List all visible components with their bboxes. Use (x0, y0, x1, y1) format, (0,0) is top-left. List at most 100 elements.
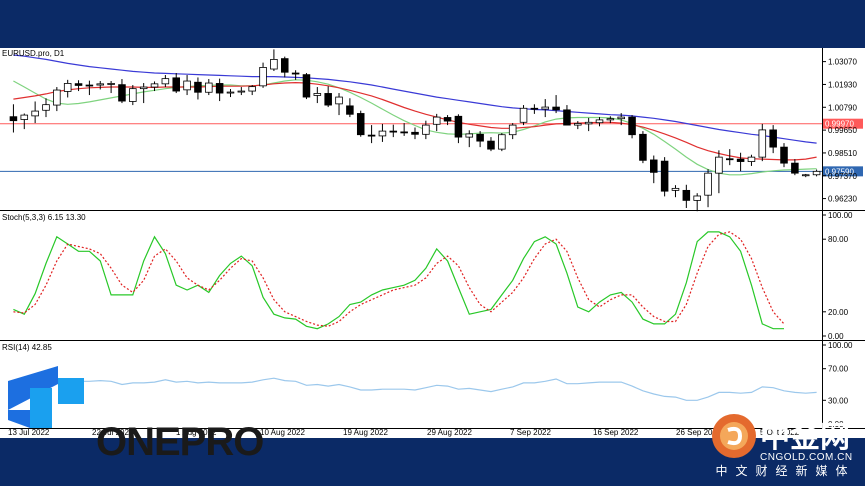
candle-body (9, 116, 18, 122)
candle (183, 75, 191, 96)
candle (53, 87, 61, 112)
candle (422, 120, 430, 140)
candle (606, 116, 615, 124)
candle-body (400, 131, 408, 134)
candle (769, 125, 777, 154)
candle-body (280, 58, 289, 73)
date-tick-label: 29 Aug 2022 (427, 428, 472, 437)
price-tick-label: 1.01930 (828, 80, 857, 89)
candle (519, 105, 528, 126)
stoch-k-line (13, 231, 784, 330)
candle-body (584, 121, 593, 125)
price-level-tag (823, 166, 863, 177)
candle-body (215, 83, 224, 94)
candle-body (367, 134, 376, 137)
candle-body (172, 77, 180, 92)
candle-body (617, 116, 625, 120)
candle-body (129, 88, 137, 102)
candle (801, 173, 810, 178)
candle (96, 81, 105, 90)
onepro-logo-text: ONEPRO (96, 420, 264, 464)
candle (215, 78, 224, 102)
candle-body (443, 117, 452, 122)
price-tick-label: 1.00790 (828, 103, 857, 112)
candle (508, 123, 517, 140)
stoch-tick-label: 20.00 (828, 308, 849, 317)
candle (107, 81, 115, 94)
candle-body (682, 189, 691, 201)
symbol-label: EURUSD.pro, D1 (2, 49, 65, 58)
candle-body (650, 159, 658, 173)
candle (432, 113, 441, 132)
cngold-coin-icon (712, 414, 756, 458)
ma-slow-line (13, 54, 817, 144)
candle-body (758, 129, 767, 158)
stoch-label: Stoch(5,3,3) 6.15 13.30 (2, 213, 86, 222)
ma-fast-line (13, 79, 817, 176)
candle-body (769, 129, 777, 148)
candle (270, 49, 278, 72)
stoch-tick-label: 100.00 (828, 211, 853, 220)
candle (31, 101, 39, 124)
candle (682, 184, 691, 208)
candle-body (791, 162, 799, 174)
candle (226, 89, 235, 98)
candle (313, 87, 322, 104)
candle (541, 99, 550, 118)
candle (291, 70, 300, 80)
cngold-tagline: 中文财经新媒体 (715, 464, 856, 478)
candle-body (780, 146, 788, 164)
cngold-name: 中金网 (760, 420, 850, 455)
candle (639, 131, 647, 164)
candle-body (237, 90, 246, 93)
candle (693, 193, 701, 212)
onepro-logo-icon-square (58, 378, 84, 404)
candle (302, 73, 311, 100)
candle-body (226, 91, 235, 94)
candle (617, 113, 625, 126)
candle (172, 73, 180, 94)
rsi-tick-label: 100.00 (828, 341, 853, 350)
price-tick-label: 0.96230 (828, 195, 857, 204)
candle-body (85, 84, 94, 87)
rsi-tick-label: 0.00 (828, 420, 844, 429)
candle-body (42, 104, 50, 111)
date-tick-label: 19 Aug 2022 (343, 428, 388, 437)
candle-body (302, 74, 311, 98)
price-tick-label: 1.03070 (828, 58, 857, 67)
candle (465, 130, 474, 148)
candle-body (411, 131, 419, 135)
stoch-d-line (13, 231, 785, 327)
stoch-tick-label: 0.00 (828, 332, 844, 341)
price-level-label: 0.99970 (825, 120, 854, 129)
candle (161, 75, 170, 88)
candle-body (432, 116, 441, 125)
candle-body (476, 133, 484, 142)
candle-body (563, 109, 571, 126)
candle (780, 143, 788, 168)
candle (411, 127, 419, 140)
candle (389, 124, 398, 138)
candle (791, 159, 799, 176)
candle (259, 62, 267, 88)
candle-body (20, 114, 29, 120)
candle (671, 185, 680, 198)
candle-body (107, 83, 115, 85)
candle-body (606, 118, 615, 121)
onepro-logo-icon-square (30, 406, 52, 428)
candle-body (541, 106, 550, 110)
candle (194, 77, 202, 100)
candle (248, 85, 256, 96)
candle-body (335, 96, 343, 105)
candle-body (704, 172, 712, 196)
candle-body (639, 133, 647, 161)
candle-body (628, 116, 636, 136)
onepro-logo-icon-square (30, 388, 52, 406)
candle-body (715, 156, 723, 174)
chart-canvas: Stoch(5,3,3) 6.15 13.30 RSI(14) 42.85 0.… (0, 48, 865, 437)
date-tick-label: 26 Sep 2022 (676, 428, 722, 437)
date-tick-label: 10 Aug 2022 (260, 428, 305, 437)
candle-body (194, 81, 202, 93)
candle-body (747, 156, 756, 162)
candle-body (552, 106, 560, 111)
